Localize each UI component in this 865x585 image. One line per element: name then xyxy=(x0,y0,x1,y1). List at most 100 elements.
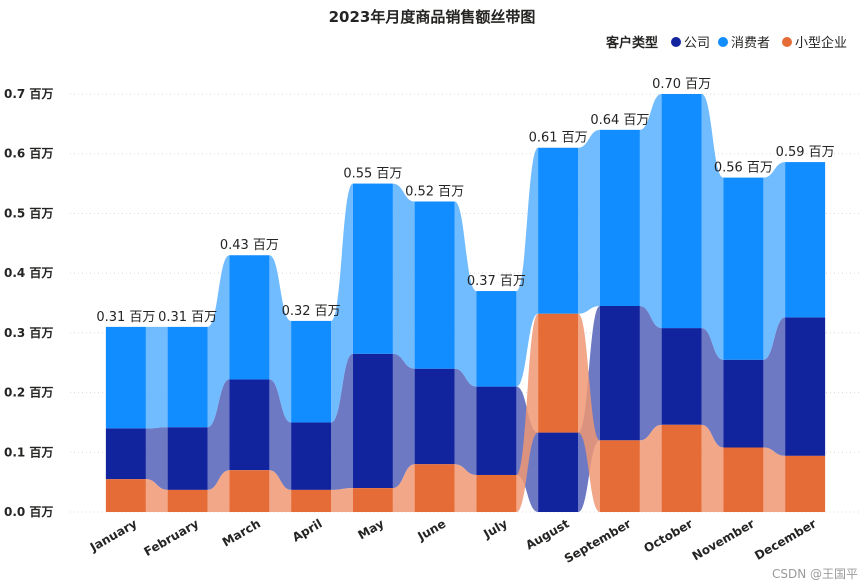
bar-company-august[interactable] xyxy=(538,432,579,512)
bar-small-business-july[interactable] xyxy=(476,474,517,512)
chart-title: 2023年月度商品销售额丝带图 xyxy=(329,8,536,26)
bar-consumer-january[interactable] xyxy=(105,326,146,429)
ribbon-consumer-november[interactable] xyxy=(763,162,786,360)
bar-small-business-november[interactable] xyxy=(723,447,764,512)
bar-company-may[interactable] xyxy=(352,353,393,489)
total-label-september: 0.64 百万 xyxy=(590,113,649,128)
ribbon-consumer-may[interactable] xyxy=(392,183,415,369)
ribbon-small-business-august[interactable] xyxy=(578,313,600,512)
ribbon-consumer-january[interactable] xyxy=(145,326,168,429)
bar-small-business-may[interactable] xyxy=(352,488,393,512)
legend-marker-consumer xyxy=(718,37,728,47)
ribbon-company-november[interactable] xyxy=(763,317,786,456)
ribbon-company-october[interactable] xyxy=(701,328,724,448)
bar-company-january[interactable] xyxy=(105,428,146,480)
bar-consumer-march[interactable] xyxy=(229,255,270,380)
bar-company-november[interactable] xyxy=(723,359,764,448)
bar-small-business-june[interactable] xyxy=(414,464,455,512)
ribbon-consumer-march[interactable] xyxy=(269,255,292,423)
bar-company-september[interactable] xyxy=(599,305,640,441)
bar-company-june[interactable] xyxy=(414,368,455,465)
bar-consumer-june[interactable] xyxy=(414,201,455,369)
x-tick-label: August xyxy=(523,516,572,552)
bar-company-december[interactable] xyxy=(785,317,826,456)
total-label-april: 0.32 百万 xyxy=(282,304,341,319)
y-tick-label: 0.2 百万 xyxy=(4,386,53,400)
ribbon-small-business-october[interactable] xyxy=(701,424,724,512)
ribbon-company-september[interactable] xyxy=(639,305,662,441)
bar-consumer-september[interactable] xyxy=(599,129,640,306)
bar-consumer-november[interactable] xyxy=(723,177,764,360)
bar-company-july[interactable] xyxy=(476,386,517,475)
ribbon-consumer-july[interactable] xyxy=(516,147,539,387)
ribbon-company-may[interactable] xyxy=(392,353,415,489)
ribbon-consumer-august[interactable] xyxy=(578,129,600,314)
legend-item-small-business[interactable]: 小型企业 xyxy=(782,35,847,51)
ribbon-small-business-april[interactable] xyxy=(331,488,353,512)
bar-consumer-july[interactable] xyxy=(476,291,517,387)
ribbon-company-june[interactable] xyxy=(454,368,477,475)
bar-small-business-february[interactable] xyxy=(167,489,208,512)
total-label-february: 0.31 百万 xyxy=(158,310,217,325)
bar-company-march[interactable] xyxy=(229,379,270,471)
legend-marker-company xyxy=(671,37,681,47)
bar-small-business-april[interactable] xyxy=(291,489,332,512)
x-tick-label: April xyxy=(290,516,325,544)
bar-consumer-may[interactable] xyxy=(352,183,393,354)
bar-company-october[interactable] xyxy=(661,328,702,425)
total-label-june: 0.52 百万 xyxy=(405,184,464,199)
ribbon-small-business-january[interactable] xyxy=(145,479,168,512)
ribbon-small-business-may[interactable] xyxy=(392,464,415,512)
ribbon-small-business-july[interactable] xyxy=(516,313,539,512)
legend-item-company[interactable]: 公司 xyxy=(671,36,710,51)
bar-company-april[interactable] xyxy=(291,422,332,490)
bar-company-february[interactable] xyxy=(167,427,208,490)
ribbon-consumer-april[interactable] xyxy=(331,183,353,423)
bars xyxy=(105,94,826,512)
watermark: CSDN @王国平 xyxy=(772,567,858,581)
bar-small-business-march[interactable] xyxy=(229,470,270,512)
ribbon-consumer-february[interactable] xyxy=(207,255,230,428)
bar-consumer-october[interactable] xyxy=(661,94,702,329)
ribbons xyxy=(145,94,786,512)
bar-small-business-august[interactable] xyxy=(538,313,579,433)
x-tick-label: October xyxy=(641,516,695,555)
y-axis: 0.0 百万 0.1 百万 0.2 百万 0.3 百万 0.4 百万 0.5 百万 0.6 … xyxy=(4,87,53,519)
ribbon-company-february[interactable] xyxy=(207,379,230,490)
ribbon-company-april[interactable] xyxy=(331,353,353,490)
y-tick-label: 0.0 百万 xyxy=(4,505,53,519)
bar-small-business-october[interactable] xyxy=(661,424,702,512)
ribbon-company-march[interactable] xyxy=(269,379,292,490)
y-tick-label: 0.3 百万 xyxy=(4,326,53,340)
ribbon-consumer-october[interactable] xyxy=(701,94,724,360)
ribbon-small-business-september[interactable] xyxy=(639,424,662,512)
bar-small-business-december[interactable] xyxy=(785,455,826,512)
ribbon-consumer-june[interactable] xyxy=(454,201,477,387)
x-tick-label: September xyxy=(562,516,634,565)
bar-consumer-april[interactable] xyxy=(291,320,332,423)
legend: 客户类型 公司 消费者 小型企业 xyxy=(606,35,847,51)
x-tick-label: November xyxy=(690,516,757,563)
total-label-march: 0.43 百万 xyxy=(220,238,279,253)
legend-item-consumer[interactable]: 消费者 xyxy=(718,36,770,51)
bar-consumer-august[interactable] xyxy=(538,147,579,314)
ribbon-company-january[interactable] xyxy=(145,427,168,490)
bar-consumer-december[interactable] xyxy=(785,162,826,318)
x-tick-label: June xyxy=(415,516,449,543)
legend-label-small-business: 小型企业 xyxy=(795,35,847,51)
legend-label-company: 公司 xyxy=(684,36,710,51)
ribbon-small-business-february[interactable] xyxy=(207,470,230,512)
ribbon-small-business-june[interactable] xyxy=(454,464,477,512)
bar-consumer-february[interactable] xyxy=(167,326,208,428)
ribbon-small-business-november[interactable] xyxy=(763,447,786,512)
x-tick-label: July xyxy=(480,516,510,541)
x-tick-label: March xyxy=(220,516,263,549)
total-labels: 0.31 百万 0.31 百万 0.43 百万 0.32 百万 0.55 百万0.52 … xyxy=(96,77,834,325)
x-tick-label: January xyxy=(87,516,140,554)
bar-small-business-september[interactable] xyxy=(599,440,640,512)
ribbon-consumer-september[interactable] xyxy=(639,94,662,329)
ribbon-small-business-march[interactable] xyxy=(269,470,292,512)
bar-small-business-january[interactable] xyxy=(105,479,146,512)
total-label-august: 0.61 百万 xyxy=(529,131,588,146)
